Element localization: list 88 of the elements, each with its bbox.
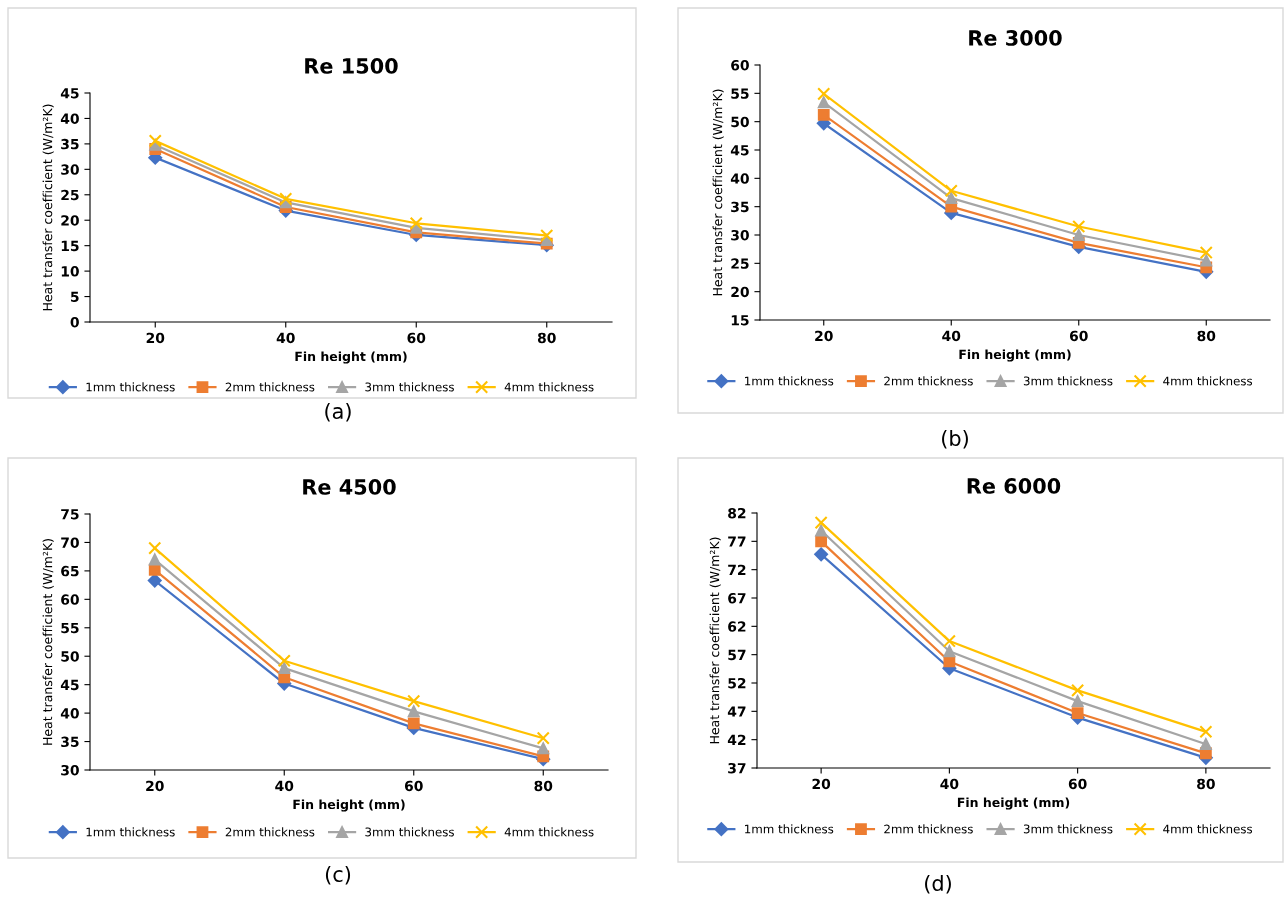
legend-label: 1mm thickness: [86, 827, 175, 837]
x-tick-label: 40: [276, 332, 295, 344]
x-tick-label: 80: [1197, 330, 1216, 342]
x-tick-label: 60: [1069, 330, 1088, 342]
legend-label: 2mm thickness: [884, 824, 973, 834]
text: (b): [942, 429, 968, 449]
text: (d): [925, 874, 951, 894]
legend-label: 3mm thickness: [1023, 376, 1113, 386]
chart-title: Re 1500: [305, 58, 398, 74]
legend-label: 4mm thickness: [1163, 376, 1253, 386]
text: (a): [325, 402, 351, 422]
y-tick-label: 37: [728, 762, 746, 774]
legend-label: 2mm thickness: [225, 382, 315, 392]
x-tick-label: 20: [812, 778, 831, 790]
y-tick-label: 72: [728, 564, 746, 575]
y-tick-label: 60: [61, 594, 79, 605]
y-tick-label: 65: [61, 565, 79, 577]
x-tick-label: 80: [1197, 778, 1215, 790]
x-tick-label: 60: [404, 780, 423, 792]
y-tick-label: 15: [731, 315, 749, 326]
y-tick-label: 35: [731, 201, 749, 213]
y-tick-label: 50: [731, 116, 749, 128]
y-axis-title: Heat transfer coefficient (W/m²K): [712, 89, 724, 296]
y-tick-label: 55: [731, 88, 749, 99]
legend-label: 1mm thickness: [745, 824, 834, 834]
x-tick-label: 40: [942, 330, 961, 342]
y-tick-label: 62: [728, 621, 746, 632]
y-tick-label: 15: [61, 240, 79, 252]
y-tick-label: 25: [61, 189, 79, 201]
legend-label: 2mm thickness: [884, 376, 973, 386]
legend-label: 3mm thickness: [1023, 824, 1113, 834]
x-tick-label: 40: [940, 778, 959, 790]
x-tick-label: 20: [815, 330, 833, 342]
y-tick-label: 75: [61, 509, 79, 520]
y-tick-label: 20: [61, 215, 79, 226]
y-axis-title: Heat transfer coefficient (W/m²K): [42, 539, 54, 745]
legend-label: 1mm thickness: [86, 382, 175, 392]
x-tick-label: 40: [275, 780, 294, 792]
chart-title: Re 6000: [967, 478, 1061, 494]
y-tick-label: 40: [730, 173, 749, 184]
y-tick-label: 67: [728, 592, 746, 604]
legend-label: 4mm thickness: [1163, 824, 1253, 834]
y-tick-label: 30: [61, 164, 79, 175]
y-tick-label: 55: [61, 622, 79, 634]
y-tick-label: 42: [727, 734, 746, 745]
x-tick-label: 80: [537, 332, 556, 344]
y-tick-label: 25: [731, 258, 749, 269]
y-tick-label: 45: [60, 88, 79, 99]
y-axis-title: Heat transfer coefficient (W/m²K): [709, 537, 721, 744]
y-tick-label: 52: [728, 677, 746, 689]
x-axis-title: Fin height (mm): [295, 351, 407, 364]
x-tick-label: 60: [407, 332, 426, 344]
x-tick-label: 20: [146, 780, 164, 792]
y-tick-label: 40: [60, 708, 79, 719]
y-tick-label: 30: [61, 764, 79, 776]
y-tick-label: 47: [727, 706, 746, 717]
y-tick-label: 77: [728, 536, 746, 547]
y-tick-label: 45: [730, 145, 749, 156]
y-tick-label: 70: [61, 537, 79, 548]
y-tick-label: 45: [60, 679, 79, 691]
legend-label: 3mm thickness: [365, 827, 454, 837]
x-tick-label: 20: [146, 332, 165, 344]
text: (c): [325, 865, 351, 885]
y-tick-label: 35: [61, 138, 79, 150]
legend-label: 1mm thickness: [745, 376, 834, 386]
legend-label: 3mm thickness: [365, 382, 454, 392]
y-axis-title: Heat transfer coefficient (W/m²K): [42, 104, 54, 311]
x-tick-label: 60: [1068, 778, 1087, 790]
y-tick-label: 57: [728, 649, 746, 661]
y-tick-label: 10: [61, 266, 79, 277]
x-tick-label: 80: [534, 780, 553, 792]
y-tick-label: 5: [70, 291, 79, 303]
y-tick-label: 50: [61, 651, 79, 662]
y-tick-label: 40: [60, 113, 79, 124]
chart-title: Re 4500: [303, 479, 396, 495]
y-tick-label: 20: [731, 286, 749, 298]
y-tick-label: 35: [61, 736, 79, 748]
y-tick-label: 82: [728, 507, 746, 519]
x-axis-title: Fin height (mm): [959, 349, 1071, 362]
y-tick-label: 0: [70, 316, 79, 328]
y-tick-label: 60: [731, 59, 749, 71]
x-axis-title: Fin height (mm): [957, 797, 1070, 810]
chart-title: Re 3000: [969, 30, 1062, 46]
legend-label: 4mm thickness: [504, 382, 594, 392]
legend-label: 4mm thickness: [504, 827, 594, 837]
y-tick-label: 30: [731, 229, 749, 241]
legend-label: 2mm thickness: [225, 827, 315, 837]
x-axis-title: Fin height (mm): [293, 799, 405, 812]
